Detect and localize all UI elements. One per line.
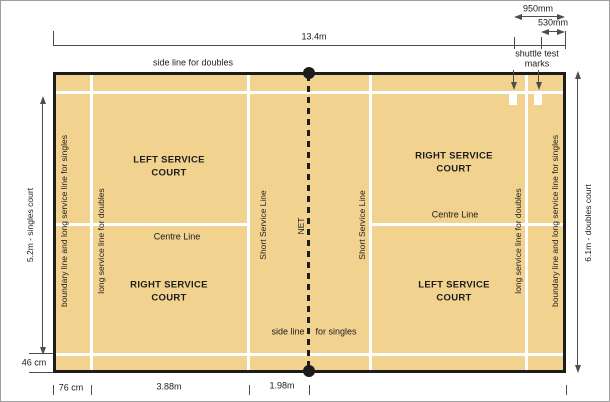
dimension-line-6-1m — [577, 75, 578, 369]
centre-line-left-label: Centre Line — [153, 231, 201, 242]
long-service-line-doubles-right-line — [524, 75, 528, 370]
centre-line-right-label: Centre Line — [431, 209, 479, 220]
dimension-line-5-2m — [42, 101, 43, 351]
tick-bottom-right-boundary — [566, 385, 567, 395]
tick-13-4m-left — [53, 31, 54, 46]
side-alley-label: 76 cm — [58, 382, 84, 393]
back-alley-label: 46 cm — [21, 357, 47, 368]
centre-line-left-line — [56, 223, 248, 226]
long-service-line-doubles-left-line — [89, 75, 93, 370]
net-post-bottom — [303, 365, 315, 377]
centre-line-right-line — [370, 223, 563, 226]
arrowhead-530-left — [541, 28, 549, 35]
arrowhead-530-right — [557, 28, 565, 35]
shuttle-test-label-line1: shuttle test — [515, 48, 559, 59]
arrow-line-950 — [517, 16, 562, 17]
arrowhead-5-2m-bottom — [39, 347, 46, 355]
service-court-left-bottom-label: RIGHT SERVICE COURT — [130, 279, 208, 304]
short-service-depth-label: 1.98m — [269, 380, 295, 391]
dimension-line-13-4m — [53, 45, 565, 46]
shuttle-pointer-far-arrowhead — [510, 82, 517, 90]
tick-bottom-short-service — [249, 385, 250, 395]
short-service-line-left-line — [246, 75, 250, 370]
net-label: NET — [295, 217, 306, 235]
tick-mark-530 — [541, 37, 542, 49]
tick-13-4m-right — [565, 31, 566, 49]
shuttle-test-mark-far — [509, 91, 517, 105]
short-service-line-right-label: Short Service Line — [356, 190, 367, 260]
side-line-singles-label-right: for singles — [315, 326, 357, 337]
boundary-line-left-label: boundary line and long service line for … — [58, 135, 69, 307]
service-depth-label: 3.88m — [156, 381, 182, 392]
long-service-line-left-label: long service line for doubles — [95, 188, 106, 294]
long-service-line-right-label: long service line for doubles — [512, 188, 523, 294]
short-service-line-left-label: Short Service Line — [257, 190, 268, 260]
shuttle-pointer-far-line — [513, 70, 514, 84]
arrow-line-530 — [544, 31, 562, 32]
bracket-46cm-bottom — [29, 372, 53, 373]
shuttle-test-mark-near — [534, 91, 542, 105]
shuttle-pointer-near-arrowhead — [535, 82, 542, 90]
service-court-right-top-label: RIGHT SERVICE COURT — [415, 150, 493, 175]
arrowhead-6-1m-bottom — [574, 365, 581, 373]
tick-mark-950 — [514, 37, 515, 49]
net-line — [307, 75, 310, 370]
service-court-left-top-label: LEFT SERVICE COURT — [133, 154, 205, 179]
boundary-line-right-label: boundary line and long service line for … — [549, 135, 560, 307]
service-court-right-bottom-label: LEFT SERVICE COURT — [418, 279, 490, 304]
shuttle-pointer-near-line — [538, 70, 539, 84]
arrowhead-5-2m-top — [39, 96, 46, 104]
bracket-46cm-top — [29, 353, 53, 354]
shuttle-test-label-line2: marks — [524, 58, 550, 69]
tick-bottom-net — [309, 385, 310, 395]
side-line-singles-label-left: side line — [271, 326, 305, 337]
side-line-doubles-label: side line for doubles — [152, 57, 234, 68]
short-service-line-right-line — [368, 75, 372, 370]
net-post-top — [303, 67, 315, 79]
mark-far-label: 950mm — [522, 3, 554, 14]
doubles-width-label: 6.1m - doubles court — [582, 184, 593, 262]
arrowhead-950-left — [514, 13, 522, 20]
arrowhead-950-right — [557, 13, 565, 20]
arrowhead-6-1m-top — [574, 71, 581, 79]
mark-near-label: 530mm — [537, 17, 569, 28]
tick-bottom-long-service — [91, 385, 92, 395]
tick-bottom-boundary — [53, 385, 54, 395]
length-label: 13.4m — [301, 31, 327, 42]
singles-width-label: 5.2m - singles court — [24, 187, 35, 263]
